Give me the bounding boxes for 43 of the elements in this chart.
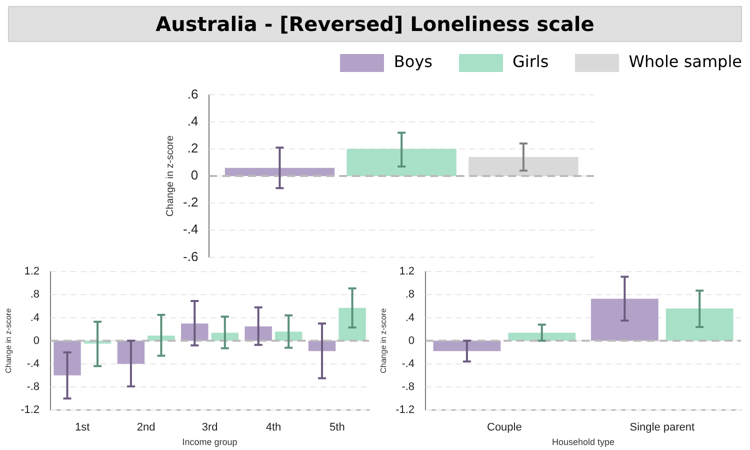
y-tick-label: 0	[408, 334, 415, 347]
legend-label: Boys	[394, 52, 432, 71]
bar	[346, 148, 456, 176]
y-tick-label: .4	[405, 312, 415, 324]
y-tick-label: -1.2	[396, 404, 415, 416]
y-tick-label: -.4	[183, 222, 198, 237]
y-tick-label: 0	[33, 334, 40, 347]
bar	[338, 308, 366, 341]
bar	[54, 340, 81, 376]
y-tick-label: -.8	[26, 380, 40, 393]
y-tick-label: .4	[187, 113, 198, 128]
y-tick-label: -1.2	[20, 404, 40, 416]
y-tick-label: .8	[405, 288, 415, 301]
x-tick-label: 4th	[266, 422, 282, 434]
legend-label: Girls	[512, 52, 549, 71]
x-tick-label: Single parent	[630, 422, 695, 434]
legend-label: Whole sample	[628, 52, 742, 71]
y-axis-title: Change in z-score	[379, 308, 388, 374]
x-tick-label: 1st	[75, 422, 90, 434]
x-axis-title: Household type	[552, 437, 615, 448]
y-tick-label: .6	[187, 86, 198, 102]
bar	[666, 308, 734, 341]
y-tick-label: -.6	[183, 248, 198, 264]
y-tick-label: 0	[190, 168, 198, 183]
x-tick-label: 5th	[330, 422, 345, 434]
y-tick-label: 1.2	[399, 266, 415, 278]
y-tick-label: .2	[187, 140, 198, 156]
bar	[468, 157, 578, 176]
y-tick-label: -.4	[402, 358, 415, 370]
x-tick-label: 3rd	[202, 422, 218, 434]
y-tick-label: -.4	[26, 358, 40, 370]
y-tick-label: 1.2	[24, 266, 40, 278]
y-tick-label: .4	[30, 312, 40, 324]
x-tick-label: 2nd	[136, 422, 156, 434]
y-tick-label: -.8	[402, 380, 415, 393]
y-tick-label: .8	[30, 288, 40, 301]
x-axis-title: Income group	[182, 437, 238, 448]
y-axis-title: Change in z-score	[164, 134, 176, 217]
y-tick-label: -.2	[183, 194, 198, 210]
chart-title: Australia - [Reversed] Loneliness scale	[8, 6, 742, 42]
x-tick-label: Couple	[486, 422, 522, 434]
bar	[590, 298, 658, 341]
y-axis-title: Change in z-score	[4, 308, 14, 374]
